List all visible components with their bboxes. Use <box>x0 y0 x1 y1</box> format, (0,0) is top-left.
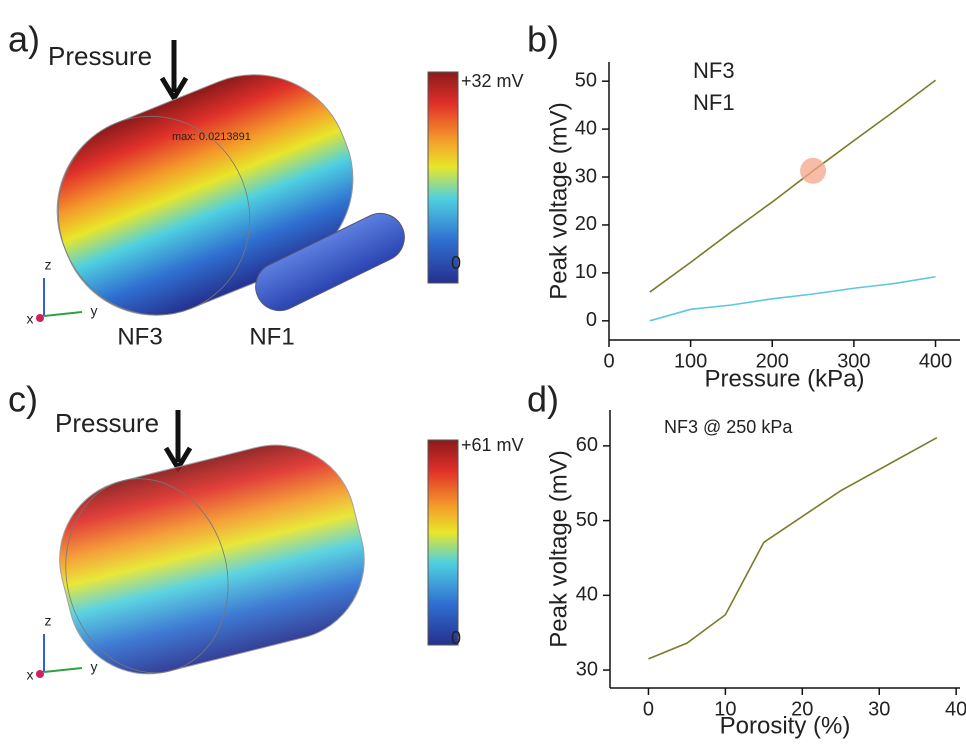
panel-c: c) Pressure +61 mV 0 z y x <box>8 379 524 691</box>
legend-label: NF1 <box>693 90 735 115</box>
pressure-arrow <box>166 410 190 468</box>
colorbar <box>428 72 458 283</box>
figure: a) Pressure max: 0.0213891 NF3 NF1 +32 m… <box>0 0 966 740</box>
colorbar-max: +61 mV <box>461 435 524 455</box>
x-tick-label: 30 <box>868 698 890 720</box>
triad-x <box>36 314 44 322</box>
colorbar-max: +32 mV <box>461 71 524 91</box>
series-line <box>650 277 936 321</box>
triad-y <box>44 312 82 316</box>
y-tick-label: 30 <box>576 658 598 680</box>
y-tick-label: 10 <box>575 261 597 283</box>
annotation: max: 0.0213891 <box>172 131 251 143</box>
y-tick-label: 50 <box>575 69 597 91</box>
series-line <box>648 438 936 659</box>
y-axis-label: Peak voltage (mV) <box>545 450 572 647</box>
colorbar-min: 0 <box>451 253 461 273</box>
legend-label: NF3 @ 250 kPa <box>664 417 793 437</box>
panel-a: a) Pressure max: 0.0213891 NF3 NF1 +32 m… <box>8 19 524 351</box>
y-tick-label: 40 <box>576 584 598 606</box>
x-axis-label: Porosity (%) <box>720 712 851 739</box>
x-axis-label: Pressure (kPa) <box>704 365 864 392</box>
panel-label: a) <box>8 19 40 60</box>
pressure-arrow <box>162 40 186 98</box>
arrow-label: Pressure <box>48 41 152 71</box>
object-label: NF1 <box>249 323 294 350</box>
triad-x <box>36 670 44 678</box>
highlight <box>800 158 826 184</box>
panel-label: d) <box>527 379 559 420</box>
y-tick-label: 30 <box>575 165 597 187</box>
colorbar-min: 0 <box>451 628 461 648</box>
y-tick-label: 60 <box>576 434 598 456</box>
triad-label: y <box>91 659 98 675</box>
x-tick-label: 100 <box>674 350 707 372</box>
triad-y <box>44 668 82 672</box>
panel-label: b) <box>527 19 559 60</box>
panel-label: c) <box>8 379 38 420</box>
cylinder-nf3 <box>28 46 381 344</box>
cylinder-porous <box>43 428 382 691</box>
object-label: NF3 <box>117 323 162 350</box>
y-tick-label: 0 <box>586 309 597 331</box>
cylinder-body <box>28 46 381 344</box>
legend-label: NF3 <box>693 58 735 83</box>
cylinder-body <box>43 428 382 691</box>
x-tick-label: 0 <box>603 350 614 372</box>
triad-label: x <box>27 667 34 683</box>
colorbar <box>428 440 458 645</box>
triad-label: x <box>27 311 34 327</box>
x-tick-label: 40 <box>945 698 966 720</box>
y-tick-label: 50 <box>576 509 598 531</box>
y-tick-label: 20 <box>575 213 597 235</box>
triad-label: y <box>91 303 98 319</box>
triad-label: z <box>45 257 52 273</box>
arrow-label: Pressure <box>55 408 159 438</box>
triad-label: z <box>45 613 52 629</box>
y-axis-label: Peak voltage (mV) <box>545 102 572 299</box>
y-tick-label: 40 <box>575 117 597 139</box>
x-tick-label: 400 <box>919 350 952 372</box>
x-tick-label: 0 <box>643 698 654 720</box>
